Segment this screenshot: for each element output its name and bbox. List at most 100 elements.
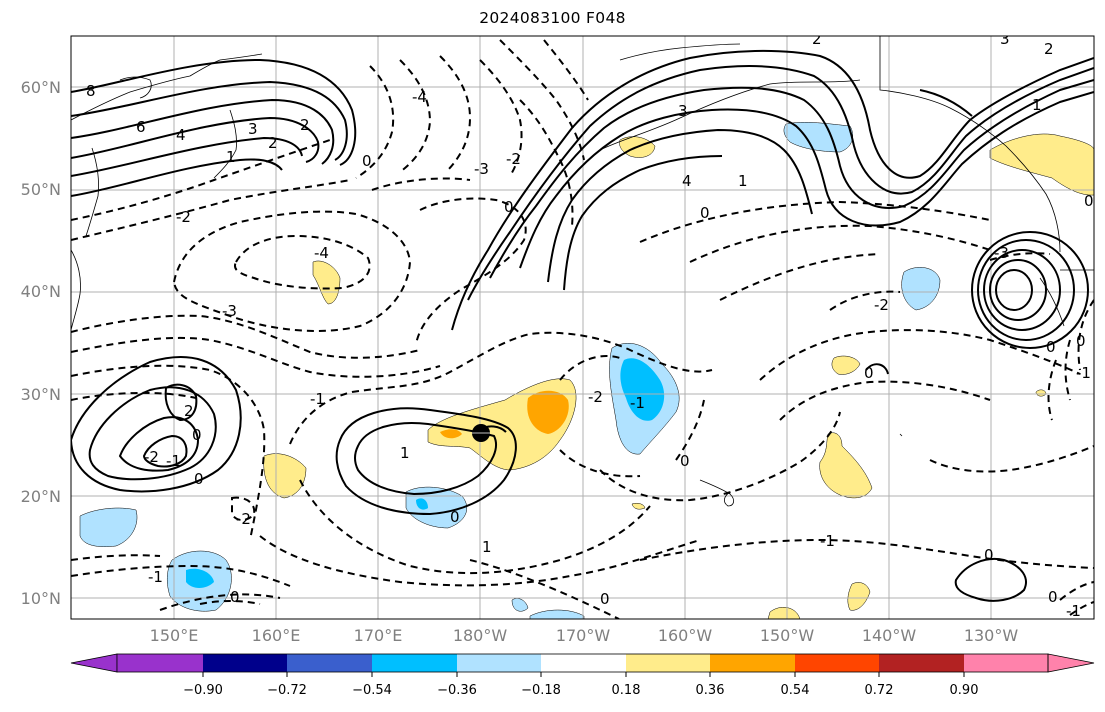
colorbar-tick-label: −0.72: [267, 683, 307, 698]
positive-anomaly-core: [527, 390, 569, 434]
lon-label: 170°E: [354, 626, 403, 645]
contour-label: -1: [166, 452, 181, 470]
contour-label: -1: [1066, 602, 1081, 620]
colorbar-frame: [116, 653, 1049, 673]
map-title: 2024083100 F048: [479, 9, 626, 27]
colorbar-tick-label: 0.54: [781, 683, 810, 698]
colorbar-segment: [372, 654, 457, 672]
contour-label: 0: [680, 452, 690, 470]
longitude-labels: 150°E 160°E 170°E 180°W 170°W 160°W 150°…: [150, 626, 1019, 645]
dashed-contours: [71, 39, 1094, 619]
contour-label: 0: [192, 426, 202, 444]
contour-label: 0: [450, 508, 460, 526]
contour-label: 0: [1046, 338, 1056, 356]
contour-label: 8: [86, 82, 96, 100]
contour-label: 1: [226, 148, 236, 166]
lon-label: 170°W: [556, 626, 611, 645]
contour-label: 0: [194, 470, 204, 488]
negative-anomaly-region: [79, 507, 138, 547]
lat-label: 40°N: [21, 282, 61, 301]
lon-label: 160°W: [658, 626, 713, 645]
negative-anomaly-region: [783, 122, 853, 153]
lon-label: 160°E: [252, 626, 301, 645]
colorbar-tick-label: −0.54: [352, 683, 392, 698]
contour-label: 0: [600, 590, 610, 608]
colorbar-segment: [203, 654, 287, 672]
contour-label: 0: [1048, 588, 1058, 606]
contour-label: -1: [630, 394, 645, 412]
contour-label: 4: [682, 172, 692, 190]
contour-label: -3: [474, 160, 489, 178]
colorbar-segment: [541, 654, 626, 672]
contour-label: -2: [236, 510, 251, 528]
lat-label: 60°N: [21, 78, 61, 97]
colorbar-tick-label: −0.18: [521, 683, 561, 698]
colorbar-tick-label: −0.36: [437, 683, 477, 698]
negative-anomaly-core: [620, 358, 665, 421]
contour-label: 1: [1032, 96, 1042, 114]
contour-label: 0: [362, 152, 372, 170]
contour-label: -2: [144, 448, 159, 466]
contour-label: 2: [268, 134, 278, 152]
plot-frame: [70, 35, 1095, 620]
colorbar-segment: [626, 654, 710, 672]
colorbar-segment: [287, 654, 372, 672]
lon-label: 130°W: [964, 626, 1019, 645]
positive-anomaly-region: [989, 133, 1094, 196]
contour-label: 3: [1000, 30, 1010, 48]
positive-anomaly-region: [819, 432, 873, 499]
contour-label: 0: [1084, 192, 1094, 210]
negative-anomaly-region: [901, 267, 941, 311]
contour-label: 2: [300, 116, 310, 134]
lon-label: 140°W: [862, 626, 917, 645]
lon-label: 180°W: [453, 626, 508, 645]
contour-label: -4: [412, 88, 427, 106]
contour-label: -2: [176, 208, 191, 226]
contour-label: -1: [820, 532, 835, 550]
negative-anomaly-region: [511, 598, 529, 612]
positive-anomaly-region: [1035, 389, 1047, 397]
colorbar-segment: [457, 654, 541, 672]
contour-label: 4: [176, 126, 186, 144]
colorbar-segment: [964, 654, 1048, 672]
contour-label: 0: [864, 364, 874, 382]
contour-label: 0: [700, 204, 710, 222]
colorbar-segment: [710, 654, 795, 672]
contour-label: 3: [678, 102, 688, 120]
colorbar-tick-label: 0.72: [865, 683, 894, 698]
contour-label: -3: [222, 302, 237, 320]
contour-label: -2: [588, 388, 603, 406]
contour-label: -1: [310, 390, 325, 408]
positive-anomaly-region: [767, 607, 801, 619]
negative-anomaly-core: [186, 568, 214, 588]
colorbar-segment: [117, 654, 203, 672]
negative-anomaly-core: [416, 498, 428, 510]
contour-label: 2: [1044, 40, 1054, 58]
shaded-field-layer: [79, 122, 1094, 619]
contour-label: -1: [1076, 364, 1091, 382]
positive-anomaly-region: [631, 502, 646, 510]
colorbar-tick-label: 0.36: [696, 683, 725, 698]
colorbar-extend-max: [1047, 653, 1095, 673]
lat-label: 50°N: [21, 180, 61, 199]
coastlines: [71, 36, 1094, 507]
positive-anomaly-region: [263, 453, 307, 499]
positive-anomaly-region: [847, 582, 871, 611]
contour-label: 0: [984, 546, 994, 564]
storm-center-marker: [472, 424, 490, 442]
latitude-labels: 60°N 50°N 40°N 30°N 20°N 10°N: [21, 78, 61, 608]
contour-label: -3: [994, 244, 1009, 262]
colorbar-segment: [795, 654, 879, 672]
contour-label: 1: [482, 538, 492, 556]
contour-label: 3: [248, 120, 258, 138]
solid-contours: [71, 49, 1094, 602]
contour-label: -1: [148, 568, 163, 586]
colorbar-extend-min: [70, 653, 118, 673]
negative-anomaly-region: [529, 609, 585, 619]
lat-label: 30°N: [21, 385, 61, 404]
colorbar-tick-label: 0.90: [950, 683, 979, 698]
colorbar-ticks: [202, 672, 965, 677]
lat-label: 10°N: [21, 589, 61, 608]
contour-label: 6: [136, 118, 146, 136]
